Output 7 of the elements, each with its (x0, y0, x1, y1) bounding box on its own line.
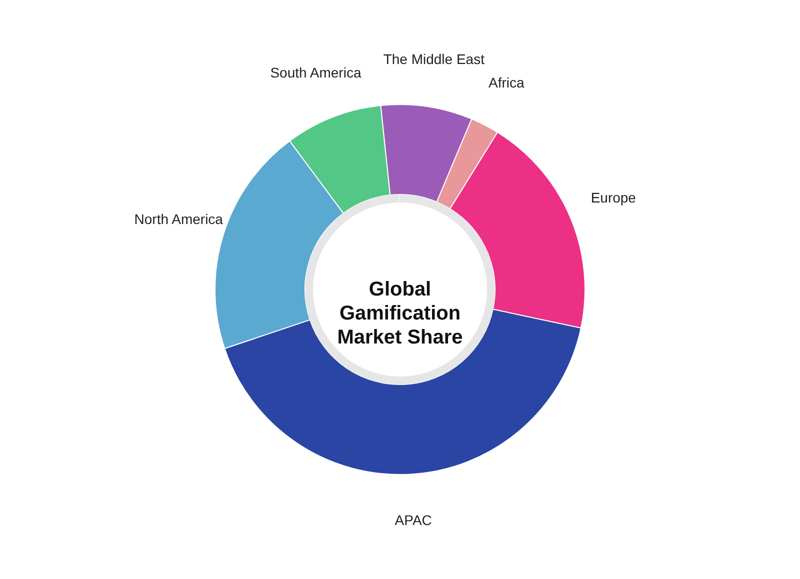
slice-label: South America (270, 64, 362, 80)
slice-label: APAC (394, 512, 432, 528)
slice-label: Africa (488, 74, 525, 90)
text: Global Gamification Market Share (337, 278, 463, 348)
slice-label: The Middle East (383, 50, 485, 67)
slice-label: North America (134, 211, 224, 228)
slice-label: Europe (590, 189, 636, 206)
